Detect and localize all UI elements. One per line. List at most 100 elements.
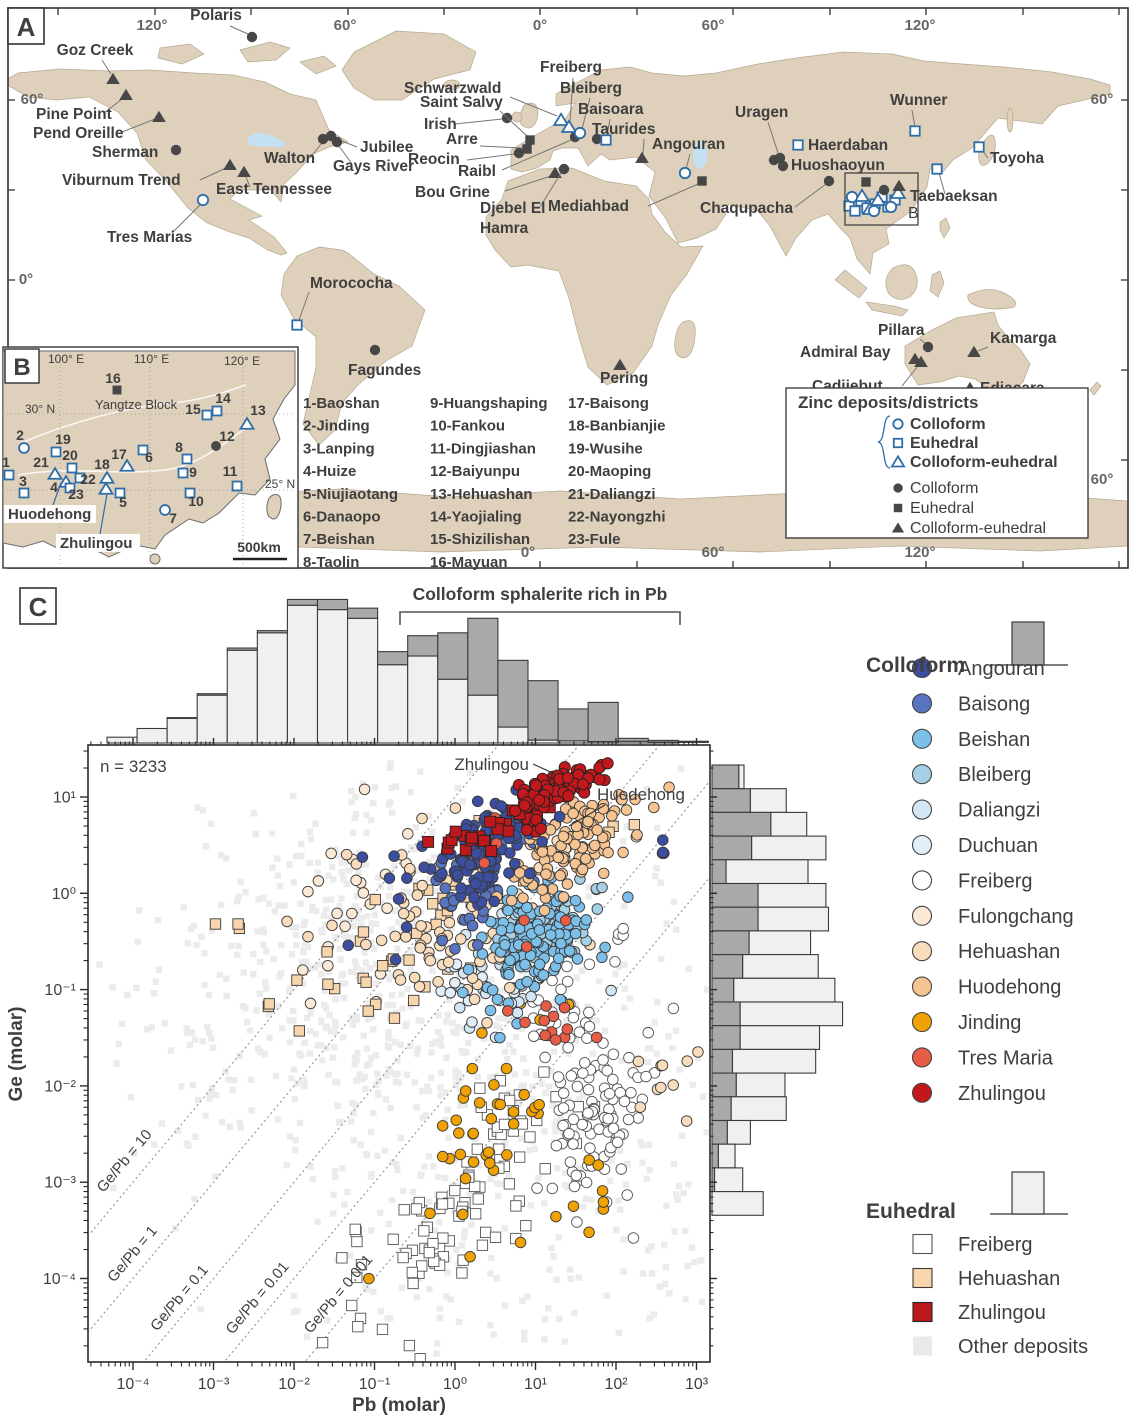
map-label-arre: Arre — [446, 131, 478, 148]
inset-grat-label: 30° N — [25, 402, 55, 416]
deposit-list-item: 22-Nayongzhi — [568, 509, 666, 526]
legend-euhedral-freiberg: Freiberg — [912, 1233, 1032, 1256]
legend-item-icpms: Colloform — [910, 416, 986, 433]
map-marker-bleiberg: Bleiberg — [560, 80, 622, 140]
graticule-label: 60° — [1091, 471, 1114, 488]
map-label-fagundes: Fagundes — [348, 362, 421, 379]
panel-b-label-box — [4, 348, 40, 384]
svg-text:1: 1 — [2, 454, 10, 470]
svg-text:Huodehong: Huodehong — [8, 506, 91, 523]
top-hist-bar-colloform — [587, 701, 619, 743]
map-marker-polaris: Polaris — [190, 7, 258, 43]
svg-text:18: 18 — [94, 456, 110, 472]
right-hist-bar-colloform — [711, 1096, 732, 1122]
top-hist-bar-colloform — [647, 739, 679, 743]
x-tick-label: 10⁻⁴ — [116, 1376, 149, 1393]
legend-item-literature: Colloform-euhedral — [910, 520, 1046, 537]
deposit-list-item: 12-Baiyunpu — [430, 463, 520, 480]
plot-axes: 10⁻⁴ 10⁻³ 10⁻² 10⁻¹ 10⁰ 10¹ 10² 10³ 10¹ 10⁰ 10⁻¹ 10… — [43, 738, 717, 1393]
map-marker-site — [853, 188, 871, 202]
map-label-uragen: Uragen — [735, 104, 788, 121]
inset-site-x — [97, 481, 115, 495]
colloform-legend-title: Colloform — [866, 654, 965, 677]
svg-text:Zhulingou: Zhulingou — [958, 1302, 1046, 1324]
inset-callout-zhulingou: Zhulingou — [56, 493, 140, 552]
right-hist-bar-colloform — [711, 1048, 734, 1074]
land-south-america — [280, 246, 426, 446]
map-marker-site — [889, 185, 907, 199]
x-tick-label: 10⁻² — [278, 1376, 310, 1393]
svg-text:12: 12 — [219, 428, 235, 444]
top-hist-bar-euhedral — [467, 694, 499, 744]
right-hist-bar-euhedral — [730, 1096, 787, 1122]
right-hist-bar-colloform — [711, 835, 753, 861]
top-hist-bar-euhedral — [226, 649, 258, 744]
legend-colloform-zhulingou: Zhulingou — [911, 1082, 1046, 1105]
graticule-label: 60° — [702, 544, 725, 561]
top-hist-bar-euhedral — [316, 609, 349, 744]
right-hist-bar-colloform — [711, 954, 744, 979]
map-marker-taurides: Taurides — [592, 121, 655, 163]
land-java — [865, 301, 909, 317]
svg-text:14: 14 — [215, 390, 231, 406]
svg-text:20: 20 — [62, 447, 78, 463]
map-label-freiberg: Freiberg — [540, 59, 602, 76]
inset-site-11: 11 — [223, 463, 243, 492]
map-marker-baisoara: Baisoara — [578, 101, 644, 146]
deposit-list-item: 10-Fankou — [430, 418, 505, 435]
x-tick-label: 10¹ — [524, 1376, 547, 1393]
inset-site-19: 19 — [50, 431, 71, 458]
deposit-list-item: 19-Wusihe — [568, 440, 643, 457]
inset-site-22: 22 — [74, 471, 96, 487]
x-tick-label: 10⁰ — [443, 1376, 467, 1393]
top-hist-bar-colloform — [166, 717, 198, 719]
map-marker-morococha: Morococha — [291, 275, 393, 331]
inset-site-18: 18 — [94, 456, 116, 484]
svg-text:Baisong: Baisong — [958, 693, 1030, 715]
map-label-mediahbad: Mediahbad — [548, 198, 629, 215]
right-hist-bar-euhedral — [726, 1119, 751, 1145]
map-label-schwarzwald: Schwarzwald — [404, 80, 501, 97]
graticule-label: 120° — [136, 17, 167, 34]
top-hist-bar-colloform — [316, 598, 349, 611]
panel-a-label-box — [7, 7, 45, 45]
map-marker-admiral-bay: Admiral Bay — [800, 344, 922, 364]
inset-site-9: 9 — [177, 464, 197, 480]
y-tick-label: 10⁻² — [44, 1078, 76, 1095]
inset-scale-label: 500km — [237, 539, 281, 555]
map-label-huoshaoyun: Huoshaoyun — [791, 157, 885, 174]
right-hist-bar-colloform — [711, 906, 759, 932]
right-hist-bar-euhedral — [711, 1191, 764, 1216]
deposit-list-item: 6-Danaopo — [303, 509, 381, 526]
map-marker-pend-oreille: Pend Oreille — [33, 110, 166, 142]
legend-brace — [877, 415, 891, 469]
land-north-america — [8, 68, 349, 256]
inset-site-8: 8 — [175, 439, 193, 465]
x-axis-title: Pb (molar) — [352, 1395, 446, 1416]
euhedral-hist-icon — [1011, 1171, 1045, 1215]
right-hist-bar-euhedral — [742, 954, 819, 979]
top-hist-bar-colloform — [527, 680, 559, 741]
legend-colloform-hehuashan: Hehuashan — [911, 941, 1060, 963]
graticule-label: 0° — [19, 271, 33, 288]
svg-text:19: 19 — [55, 431, 71, 447]
deposit-list-item: 4-Huize — [303, 463, 356, 480]
svg-text:Zhulingou: Zhulingou — [60, 535, 132, 552]
map-marker-reocin: Reocin — [408, 147, 525, 168]
land-africa — [485, 167, 704, 386]
svg-text:2: 2 — [16, 427, 24, 443]
legend-colloform-freiberg: Freiberg — [911, 870, 1032, 892]
x-tick-label: 10⁻³ — [198, 1376, 230, 1393]
svg-text:Hehuashan: Hehuashan — [958, 1268, 1060, 1290]
inset-graticule — [3, 351, 295, 565]
legend-colloform-beishan: Beishan — [911, 728, 1030, 751]
graticule-label: 120° — [904, 544, 935, 561]
map-label-gays-river: Gays River — [333, 158, 414, 175]
right-hist-bar-colloform — [711, 1072, 737, 1098]
panel-c: Colloform sphalerite rich in Pb Ge/Pb = … — [6, 584, 1088, 1416]
deposit-list-item: 20-Maoping — [568, 463, 651, 480]
map-label-polaris: Polaris — [190, 7, 242, 24]
map-label-saint-salvy: Saint Salvy — [420, 94, 503, 111]
right-hist-bar-euhedral — [735, 1072, 786, 1098]
